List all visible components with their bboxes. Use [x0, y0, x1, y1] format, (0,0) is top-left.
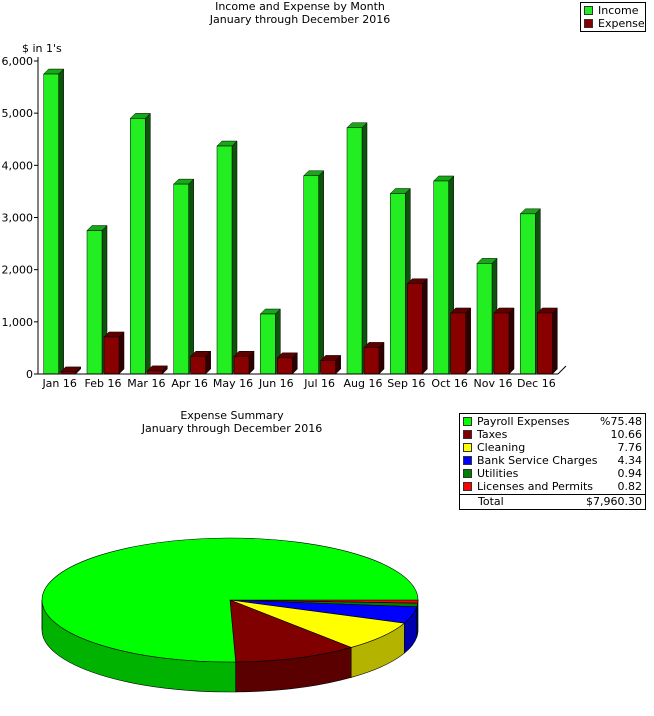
bank-service-swatch [463, 456, 472, 465]
y-tick-label: 6,000 [2, 55, 34, 68]
pie-chart-title: Expense Summary [180, 409, 284, 422]
bar-chart-legend: Income Expense [580, 2, 646, 32]
legend-value-licenses: 0.82 [617, 480, 643, 493]
y-tick-label: 5,000 [2, 107, 34, 120]
x-tick-label: Jan 16 [41, 377, 76, 390]
expense-bar [363, 341, 385, 375]
utilities-swatch [463, 469, 472, 478]
income-swatch [584, 6, 593, 15]
expense-bar [103, 331, 125, 375]
x-tick-label: Dec 16 [517, 377, 556, 390]
x-tick-label: Sep 16 [387, 377, 425, 390]
x-tick-label: Apr 16 [171, 377, 208, 390]
taxes-swatch [463, 430, 472, 439]
legend-item-licenses: Licenses and Permits 0.82 [460, 480, 645, 493]
legend-item-cleaning: Cleaning 7.76 [460, 441, 645, 454]
legend-label-bank-service: Bank Service Charges [477, 454, 598, 467]
expense-bar [536, 307, 558, 375]
legend-label-cleaning: Cleaning [477, 441, 526, 454]
bar-series [43, 68, 558, 375]
y-tick-label: 3,000 [2, 212, 34, 225]
cleaning-slice [229, 599, 406, 648]
x-tick-label: Feb 16 [85, 377, 122, 390]
x-tick-label: Oct 16 [431, 377, 468, 390]
income-bar [346, 122, 368, 375]
expense-swatch [584, 19, 593, 28]
legend-item-bank-service: Bank Service Charges 4.34 [460, 454, 645, 467]
legend-label-payroll: Payroll Expenses [477, 415, 570, 428]
legend-value-payroll: %75.48 [600, 415, 642, 428]
legend-item-utilities: Utilities 0.94 [460, 467, 645, 480]
pie-chart-subtitle: January through December 2016 [141, 422, 323, 435]
legend-label-taxes: Taxes [477, 428, 508, 441]
y-axis: 0 1,000 2,000 3,000 4,000 5,000 6,000 [2, 55, 39, 381]
expense-bar [233, 350, 255, 375]
x-tick-label: Jul 16 [303, 377, 335, 390]
bar-chart: $ in 1's 0 1,000 2,000 3,000 4,000 5,000 6,000… [2, 42, 567, 390]
x-tick-label: Jun 16 [258, 377, 294, 390]
y-tick-label: 0 [26, 368, 33, 381]
x-tick-label: May 16 [213, 377, 253, 390]
legend-value-cleaning: 7.76 [617, 441, 643, 454]
expense-bar [320, 354, 342, 375]
x-axis: Jan 16 Feb 16 Mar 16 Apr 16 May 16 Jun 16 Jul … [38, 365, 567, 390]
legend-total-value: $7,960.30 [586, 495, 642, 508]
legend-item-expense: Expense [581, 17, 645, 30]
legend-value-bank-service: 4.34 [617, 454, 643, 467]
legend-total-label: Total [478, 495, 504, 508]
expense-bar [406, 278, 428, 375]
expense-bar [146, 365, 168, 375]
legend-label-income: Income [598, 4, 639, 17]
y-tick-label: 2,000 [2, 264, 34, 277]
legend-label-utilities: Utilities [477, 467, 519, 480]
pie-chart-title-block: Expense Summary January through December… [82, 409, 382, 435]
pie-chart-legend: Payroll Expenses %75.48 Taxes 10.66 Clea… [459, 413, 646, 510]
legend-item-taxes: Taxes 10.66 [460, 428, 645, 441]
payroll-slice [41, 537, 419, 663]
y-tick-label: 4,000 [2, 159, 34, 172]
bar-chart-title: Income and Expense by Month [215, 0, 385, 13]
payroll-swatch [463, 417, 472, 426]
expense-bar [450, 307, 472, 375]
income-bar [216, 140, 238, 375]
x-tick-label: Nov 16 [474, 377, 513, 390]
pie-top [41, 537, 419, 663]
expense-bar [276, 352, 298, 375]
floor-edge [557, 365, 567, 375]
cleaning-swatch [463, 443, 472, 452]
legend-value-taxes: 10.66 [610, 428, 643, 441]
legend-total-row: Total $7,960.30 [460, 494, 645, 508]
legend-item-income: Income [581, 4, 645, 17]
legend-item-payroll: Payroll Expenses %75.48 [460, 415, 645, 428]
bar-chart-title-block: Income and Expense by Month January thro… [150, 0, 450, 26]
income-bar [173, 178, 195, 375]
expense-bar [60, 366, 82, 375]
legend-label-expense: Expense [598, 17, 645, 30]
x-tick-label: Mar 16 [127, 377, 165, 390]
expense-bar [190, 350, 212, 375]
legend-label-licenses: Licenses and Permits [477, 480, 594, 493]
licenses-swatch [463, 482, 472, 491]
income-bar [43, 68, 65, 375]
legend-value-utilities: 0.94 [617, 467, 643, 480]
x-tick-label: Aug 16 [344, 377, 383, 390]
y-axis-label: $ in 1's [22, 42, 62, 55]
income-bar [129, 112, 151, 375]
bar-chart-subtitle: January through December 2016 [209, 13, 391, 26]
y-tick-label: 1,000 [2, 316, 34, 329]
taxes-slice [229, 599, 353, 663]
